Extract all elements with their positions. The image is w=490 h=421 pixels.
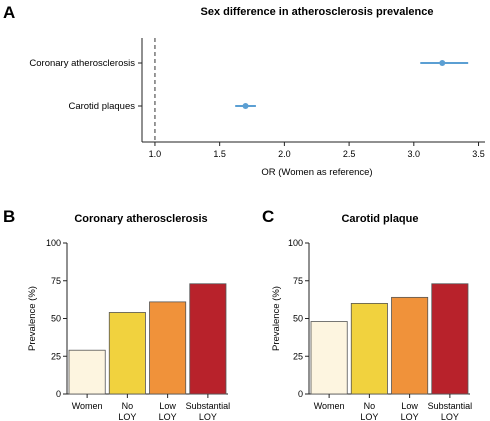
y-axis-label: Prevalence (%) xyxy=(271,286,282,351)
x-tick-label: No xyxy=(122,401,134,411)
bar xyxy=(108,312,146,395)
panel-b: B Coronary atherosclerosis 0 25 50 75 100 Pre… xyxy=(3,207,230,421)
panel-b-letter: B xyxy=(3,207,15,226)
y-category-label: Carotid plaques xyxy=(68,101,135,112)
panel-a-x-label: OR (Women as reference) xyxy=(261,167,372,178)
y-tick-label: 50 xyxy=(51,314,61,324)
y-category-label: Coronary atherosclerosis xyxy=(29,58,135,69)
x-tick-label: LOY xyxy=(199,412,217,421)
x-tick-label: 3.5 xyxy=(472,149,485,159)
bar xyxy=(189,283,227,395)
y-tick-label: 100 xyxy=(288,238,303,248)
x-tick-label: LOY xyxy=(441,412,459,421)
x-tick-label: 1.5 xyxy=(213,149,226,159)
y-tick-label: 0 xyxy=(56,389,61,399)
y-tick-label: 25 xyxy=(51,351,61,361)
x-tick-label: 1.0 xyxy=(149,149,162,159)
estimate-point xyxy=(439,60,446,66)
panel-b-title: Coronary atherosclerosis xyxy=(74,213,207,225)
x-tick-label: Substantial xyxy=(428,401,473,411)
x-tick-label: LOY xyxy=(401,412,419,421)
y-axis-label: Prevalence (%) xyxy=(27,286,38,351)
y-tick-label: 75 xyxy=(51,276,61,286)
panel-c: C Carotid plaque 0 25 50 75 100 Prevalence (%… xyxy=(262,207,472,421)
x-tick-label: LOY xyxy=(159,412,177,421)
y-tick-label: 75 xyxy=(293,276,303,286)
x-tick-label: LOY xyxy=(360,412,378,421)
estimate-point xyxy=(242,103,249,109)
bar xyxy=(68,349,106,395)
bar xyxy=(149,301,187,395)
panel-c-title: Carotid plaque xyxy=(341,213,418,225)
bar xyxy=(391,296,429,395)
bar xyxy=(310,321,348,395)
y-tick-label: 100 xyxy=(46,238,61,248)
x-tick-label: Women xyxy=(314,401,345,411)
x-tick-label: LOY xyxy=(118,412,136,421)
panel-a: A Sex difference in atherosclerosis prev… xyxy=(3,3,485,178)
x-tick-label: Women xyxy=(72,401,103,411)
y-tick-label: 25 xyxy=(293,351,303,361)
x-tick-label: 2.0 xyxy=(278,149,291,159)
panel-a-title: Sex difference in atherosclerosis preval… xyxy=(201,6,434,18)
bar xyxy=(431,283,469,395)
x-tick-label: 2.5 xyxy=(343,149,356,159)
panel-c-letter: C xyxy=(262,207,274,226)
y-tick-label: 0 xyxy=(298,389,303,399)
x-tick-label: No xyxy=(364,401,376,411)
bar xyxy=(350,302,388,395)
x-tick-label: Low xyxy=(401,401,418,411)
panel-a-letter: A xyxy=(3,3,15,22)
x-tick-label: 3.0 xyxy=(408,149,421,159)
x-tick-label: Low xyxy=(159,401,176,411)
x-tick-label: Substantial xyxy=(186,401,231,411)
y-tick-label: 50 xyxy=(293,314,303,324)
